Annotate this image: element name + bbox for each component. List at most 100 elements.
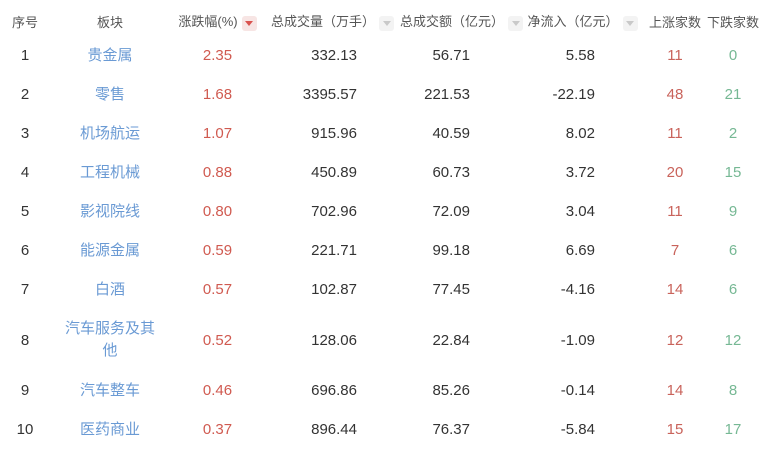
turnover-value: 40.59 (432, 125, 470, 142)
net-inflow-value: 5.58 (565, 47, 595, 64)
column-header-volume[interactable]: 总成交量（万手） (265, 0, 400, 36)
table-row: 2 零售 1.68 3395.57 221.53 -22.19 48 21 (0, 75, 761, 114)
triangle-down-glyph (382, 21, 391, 26)
row-number: 4 (20, 164, 30, 181)
change-percent-value: 2.35 (202, 47, 233, 64)
sector-link[interactable]: 能源金属 (79, 241, 140, 259)
decliners-count: 21 (724, 86, 742, 103)
row-number: 1 (20, 47, 30, 64)
table-row: 9 汽车整车 0.46 696.86 85.26 -0.14 14 8 (0, 371, 761, 410)
net-inflow-value: 6.69 (565, 242, 595, 259)
sector-cell: 零售 (50, 75, 170, 114)
advancers-count: 7 (670, 242, 680, 259)
column-header-change[interactable]: 涨跌幅(%) (170, 0, 265, 36)
net-inflow-value: -0.14 (560, 382, 595, 399)
sector-cell: 汽车服务及其他 (50, 309, 170, 371)
volume-value: 332.13 (311, 47, 357, 64)
sector-link[interactable]: 白酒 (94, 280, 125, 298)
sector-link[interactable]: 零售 (94, 85, 125, 103)
row-number: 5 (20, 203, 30, 220)
sector-link[interactable]: 汽车整车 (79, 381, 140, 399)
sort-icon[interactable] (622, 16, 638, 31)
sector-link[interactable]: 工程机械 (79, 163, 140, 181)
turnover-value: 22.84 (432, 331, 470, 349)
advancers-count: 20 (666, 164, 684, 181)
turnover-value: 56.71 (432, 47, 470, 64)
decliners-count: 9 (728, 203, 738, 220)
column-header-inflow[interactable]: 净流入（亿元） (520, 0, 645, 36)
column-label: 总成交额（亿元） (400, 14, 505, 29)
column-label: 下跌家数 (706, 14, 759, 30)
sector-link[interactable]: 贵金属 (87, 46, 133, 64)
turnover-value: 99.18 (432, 242, 470, 259)
table-row: 3 机场航运 1.07 915.96 40.59 8.02 11 2 (0, 114, 761, 153)
change-percent-value: 0.52 (202, 331, 233, 349)
column-label: 序号 (11, 14, 38, 30)
table-row: 5 影视院线 0.80 702.96 72.09 3.04 11 9 (0, 192, 761, 231)
change-percent-value: 0.57 (202, 281, 233, 298)
change-percent-value: 0.80 (202, 203, 233, 220)
volume-value: 702.96 (311, 203, 357, 220)
advancers-count: 14 (666, 281, 684, 298)
triangle-down-glyph (245, 21, 254, 26)
column-header-down: 下跌家数 (705, 0, 761, 36)
sort-desc-active-icon[interactable] (241, 16, 257, 31)
sector-cell: 白酒 (50, 270, 170, 309)
column-label: 上涨家数 (648, 14, 701, 30)
decliners-count: 12 (724, 331, 742, 349)
volume-value: 896.44 (311, 421, 357, 438)
advancers-count: 15 (666, 421, 684, 438)
change-percent-value: 0.88 (202, 164, 233, 181)
volume-value: 128.06 (311, 331, 357, 349)
sector-cell: 能源金属 (50, 231, 170, 270)
net-inflow-value: -22.19 (552, 86, 595, 103)
net-inflow-value: -5.84 (560, 421, 595, 438)
sector-cell: 贵金属 (50, 36, 170, 75)
advancers-count: 12 (666, 331, 684, 349)
volume-value: 450.89 (311, 164, 357, 181)
sector-cell: 医药商业 (50, 410, 170, 449)
change-percent-value: 1.68 (202, 86, 233, 103)
triangle-down-glyph (511, 21, 520, 26)
sector-link[interactable]: 机场航运 (79, 124, 140, 142)
change-percent-value: 0.37 (202, 421, 233, 438)
advancers-count: 11 (667, 47, 683, 64)
change-percent-value: 0.59 (202, 242, 233, 259)
net-inflow-value: 8.02 (565, 125, 595, 142)
sector-link[interactable]: 医药商业 (79, 420, 140, 438)
sort-icon[interactable] (508, 16, 524, 31)
table-row: 7 白酒 0.57 102.87 77.45 -4.16 14 6 (0, 270, 761, 309)
volume-value: 221.71 (311, 242, 357, 259)
column-header-sector: 板块 (50, 0, 170, 36)
sort-icon[interactable] (379, 16, 394, 31)
sector-cell: 工程机械 (50, 153, 170, 192)
change-percent-value: 0.46 (202, 382, 233, 399)
advancers-count: 48 (666, 86, 684, 103)
sector-cell: 汽车整车 (50, 371, 170, 410)
net-inflow-value: -1.09 (560, 331, 595, 349)
sector-link[interactable]: 影视院线 (79, 202, 140, 220)
row-number: 7 (20, 281, 30, 298)
net-inflow-value: 3.04 (565, 203, 595, 220)
row-number: 9 (20, 382, 30, 399)
net-inflow-value: -4.16 (560, 281, 595, 298)
row-number: 2 (20, 86, 30, 103)
turnover-value: 85.26 (432, 382, 470, 399)
advancers-count: 14 (666, 382, 684, 399)
decliners-count: 17 (724, 421, 742, 438)
column-label: 涨跌幅(%) (178, 14, 238, 29)
row-number: 10 (16, 421, 34, 438)
column-header-amount[interactable]: 总成交额（亿元） (400, 0, 524, 36)
row-number: 3 (20, 125, 30, 142)
row-number: 8 (20, 331, 30, 349)
row-number: 6 (20, 242, 30, 259)
column-label: 总成交量（万手） (270, 14, 375, 29)
table-body: 1 贵金属 2.35 332.13 56.71 5.58 11 0 2 零售 1.68 3395.57… (0, 36, 761, 449)
volume-value: 696.86 (311, 382, 357, 399)
table-row: 1 贵金属 2.35 332.13 56.71 5.58 11 0 (0, 36, 761, 75)
volume-value: 915.96 (311, 125, 357, 142)
sector-link[interactable]: 汽车服务及其他 (64, 320, 155, 359)
sector-cell: 影视院线 (50, 192, 170, 231)
decliners-count: 6 (728, 242, 738, 259)
